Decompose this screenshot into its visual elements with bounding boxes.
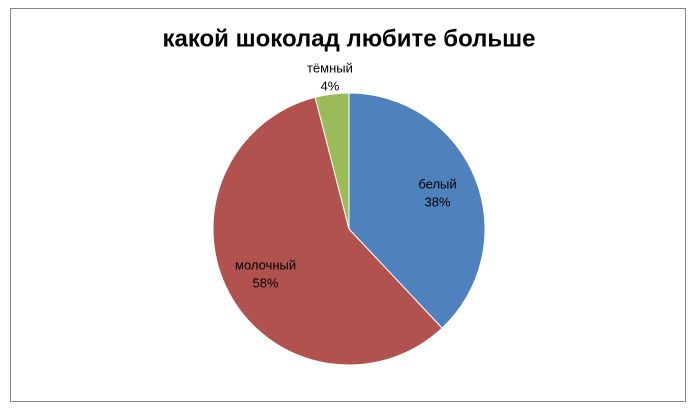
slice-value-label: 38% bbox=[424, 194, 450, 209]
slice-value-label: 58% bbox=[253, 275, 279, 290]
pie-slice bbox=[348, 92, 486, 329]
slice-value-label: 4% bbox=[321, 78, 340, 93]
chart-title: какой шоколад любите больше bbox=[162, 25, 535, 52]
pie-slice bbox=[212, 96, 443, 366]
slice-label: молочный bbox=[235, 257, 296, 272]
slice-label: тёмный bbox=[307, 60, 353, 75]
pie-slice bbox=[314, 92, 350, 230]
slice-label: белый bbox=[418, 176, 456, 191]
